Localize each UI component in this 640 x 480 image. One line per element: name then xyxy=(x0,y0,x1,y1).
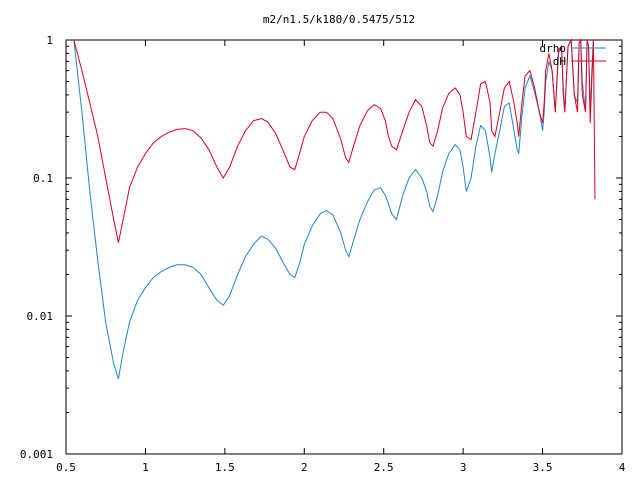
x-tick-label: 1.5 xyxy=(215,461,235,474)
y-tick-label: 1 xyxy=(46,34,53,47)
x-tick-label: 3.5 xyxy=(533,461,553,474)
series-layer xyxy=(73,38,596,380)
x-tick-label: 1 xyxy=(142,461,149,474)
axes: 0.5 1 1.5 2 2.5 3 3.5 4 0.001 0.01 0.1 1 xyxy=(20,34,626,474)
plot-frame xyxy=(65,39,623,455)
legend-label-drho: drho xyxy=(540,42,567,55)
y-tick-label: 0.1 xyxy=(33,172,53,185)
x-tick-label: 0.5 xyxy=(56,461,76,474)
series-line-drho xyxy=(73,38,594,380)
series-line-dH xyxy=(73,38,596,243)
x-tick-label: 2 xyxy=(301,461,308,474)
y-tick-label: 0.01 xyxy=(27,310,54,323)
y-tick-label: 0.001 xyxy=(20,448,53,461)
legend-label-dH: dH xyxy=(553,55,566,68)
x-tick-label: 4 xyxy=(619,461,626,474)
x-tick-label: 2.5 xyxy=(374,461,394,474)
x-tick-label: 3 xyxy=(460,461,467,474)
chart-title: m2/n1.5/k180/0.5475/512 xyxy=(263,13,415,26)
